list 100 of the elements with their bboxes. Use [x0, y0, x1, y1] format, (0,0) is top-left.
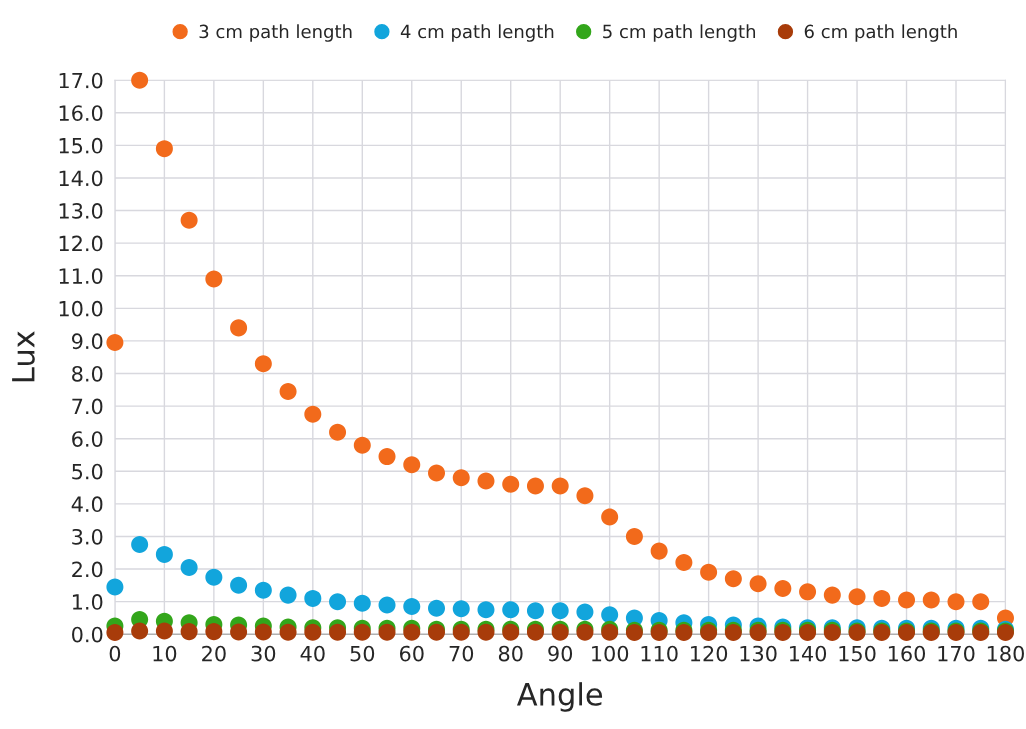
y-tick-label: 6.0 — [72, 431, 103, 447]
point — [576, 603, 594, 621]
x-tick-label: 40 — [300, 645, 325, 662]
y-tick-label: 8.0 — [72, 365, 103, 382]
point — [378, 448, 396, 466]
x-tick-label: 140 — [789, 645, 827, 662]
point — [205, 270, 223, 288]
point — [131, 536, 149, 554]
point — [551, 477, 569, 495]
point — [279, 623, 297, 641]
point — [502, 601, 520, 619]
point — [353, 594, 371, 612]
point — [353, 623, 371, 641]
point — [254, 355, 272, 373]
y-tick-label: 4.0 — [71, 496, 103, 513]
point — [898, 591, 916, 609]
point — [106, 624, 124, 642]
point — [452, 469, 470, 487]
point — [428, 599, 446, 617]
point — [106, 334, 124, 352]
point — [329, 593, 347, 611]
point — [749, 575, 767, 593]
x-tick-label: 160 — [888, 645, 926, 662]
legend-label: 6 cm path length — [804, 24, 957, 42]
y-axis-title: Lux — [12, 331, 35, 382]
x-tick-label: 150 — [839, 645, 876, 662]
point — [823, 586, 841, 604]
y-tick-label: 1.0 — [72, 594, 103, 610]
y-tick-label: 12.0 — [59, 235, 103, 252]
point — [601, 606, 619, 624]
point — [254, 623, 272, 641]
x-axis-title: Angle — [516, 682, 603, 712]
point — [403, 456, 421, 474]
point — [378, 596, 396, 614]
point — [403, 598, 421, 616]
legend-label: 3 cm path length — [199, 24, 352, 42]
point — [205, 568, 223, 586]
legend-label: 4 cm path length — [400, 24, 554, 42]
point — [155, 622, 173, 640]
y-tick-label: 15.0 — [59, 137, 103, 154]
point — [378, 623, 396, 641]
x-tick-label: 50 — [350, 645, 375, 662]
point — [675, 554, 693, 572]
point — [304, 405, 322, 423]
point — [526, 602, 544, 620]
y-tick-label: 10.0 — [59, 300, 103, 317]
point — [972, 593, 990, 611]
y-tick-label: 13.0 — [59, 203, 103, 219]
point — [180, 623, 198, 641]
point — [601, 508, 619, 526]
point — [724, 570, 742, 588]
x-tick-label: 90 — [548, 645, 573, 662]
y-tick-label: 0.0 — [72, 626, 103, 643]
point — [502, 475, 520, 493]
point — [304, 623, 322, 641]
point — [230, 576, 248, 594]
x-tick-label: 170 — [938, 645, 975, 662]
x-tick-label: 10 — [153, 645, 177, 662]
point — [353, 436, 371, 454]
point — [873, 589, 891, 607]
point — [180, 211, 198, 229]
point — [403, 623, 421, 641]
point — [576, 487, 594, 505]
x-tick-label: 70 — [449, 645, 474, 662]
y-tick-label: 5.0 — [72, 463, 103, 480]
point — [774, 580, 792, 598]
y-tick-label: 3.0 — [72, 528, 103, 545]
y-tick-label: 14.0 — [59, 170, 103, 187]
point — [329, 623, 347, 641]
point — [526, 477, 544, 495]
x-tick-label: 120 — [691, 645, 728, 662]
point — [700, 563, 718, 581]
x-tick-label: 80 — [498, 645, 523, 662]
point — [106, 578, 124, 596]
point — [947, 593, 965, 611]
legend-label: 5 cm path length — [603, 24, 756, 42]
point — [799, 583, 817, 601]
point — [477, 601, 495, 619]
point — [428, 464, 446, 482]
point — [131, 622, 149, 640]
point — [131, 71, 149, 89]
y-tick-label: 7.0 — [72, 398, 103, 415]
point — [279, 586, 297, 604]
y-tick-label: 11.0 — [59, 268, 103, 284]
point — [180, 558, 198, 576]
x-tick-label: 100 — [592, 645, 629, 662]
x-tick-label: 130 — [740, 645, 777, 662]
point — [254, 581, 272, 599]
point — [230, 319, 248, 337]
point — [452, 600, 470, 618]
point — [551, 602, 569, 620]
y-tick-label: 16.0 — [59, 105, 103, 121]
y-tick-label: 17.0 — [59, 72, 103, 89]
x-tick-label: 0 — [109, 645, 121, 662]
point — [625, 527, 643, 545]
point — [155, 545, 173, 563]
x-tick-label: 20 — [202, 645, 226, 662]
point — [230, 623, 248, 641]
point — [205, 623, 223, 641]
point — [279, 382, 297, 400]
